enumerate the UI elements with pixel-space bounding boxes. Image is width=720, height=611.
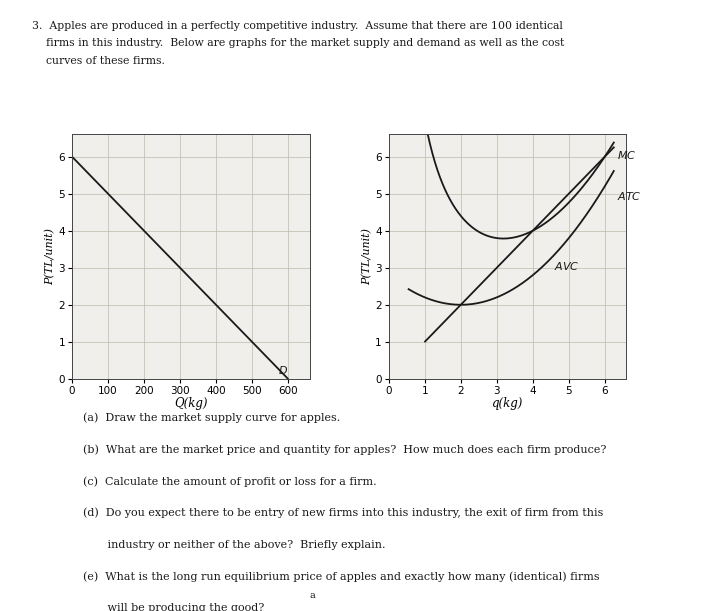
- Y-axis label: P(TL/unit): P(TL/unit): [362, 228, 372, 285]
- Text: $ATC$: $ATC$: [618, 189, 642, 202]
- Text: $MC$: $MC$: [618, 149, 636, 161]
- Text: (b)  What are the market price and quantity for apples?  How much does each firm: (b) What are the market price and quanti…: [83, 444, 606, 455]
- Text: curves of these firms.: curves of these firms.: [32, 56, 166, 65]
- Text: (c)  Calculate the amount of profit or loss for a firm.: (c) Calculate the amount of profit or lo…: [83, 476, 377, 486]
- Text: $D$: $D$: [278, 364, 288, 376]
- Text: (a)  Draw the market supply curve for apples.: (a) Draw the market supply curve for app…: [83, 412, 340, 423]
- Text: $AVC$: $AVC$: [554, 260, 580, 272]
- Text: will be producing the good?: will be producing the good?: [83, 603, 264, 611]
- X-axis label: q(kg): q(kg): [492, 397, 523, 410]
- Text: 3.  Apples are produced in a perfectly competitive industry.  Assume that there : 3. Apples are produced in a perfectly co…: [32, 21, 563, 31]
- Text: firms in this industry.  Below are graphs for the market supply and demand as we: firms in this industry. Below are graphs…: [32, 38, 564, 48]
- Text: industry or neither of the above?  Briefly explain.: industry or neither of the above? Briefl…: [83, 540, 385, 549]
- Text: (d)  Do you expect there to be entry of new firms into this industry, the exit o: (d) Do you expect there to be entry of n…: [83, 508, 603, 518]
- Y-axis label: P(TL/unit): P(TL/unit): [45, 228, 55, 285]
- Text: a: a: [310, 591, 315, 600]
- Text: (e)  What is the long run equilibrium price of apples and exactly how many (iden: (e) What is the long run equilibrium pri…: [83, 571, 600, 582]
- X-axis label: Q(kg): Q(kg): [174, 397, 207, 410]
